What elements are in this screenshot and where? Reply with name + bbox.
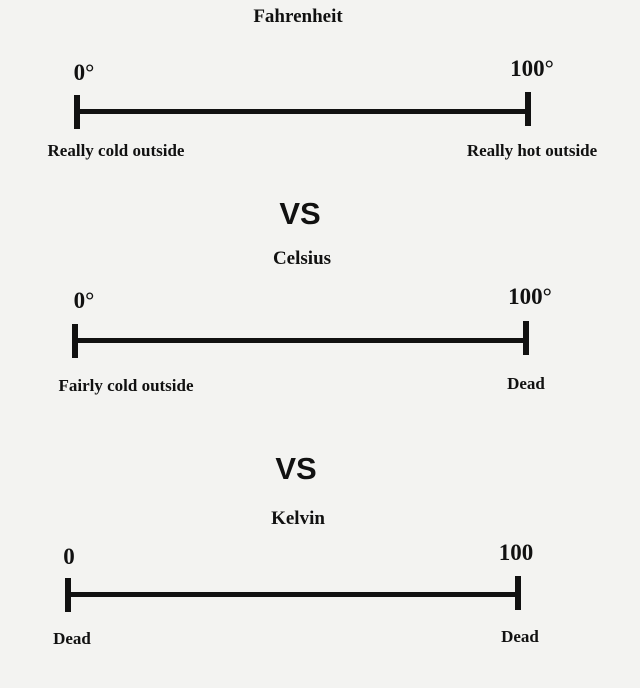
fahrenheit-max-label: 100° <box>510 56 554 81</box>
kelvin-min-desc: Dead <box>53 629 91 648</box>
celsius-min-desc: Fairly cold outside <box>58 376 194 395</box>
vs-separator-2: VS <box>275 451 317 486</box>
kelvin-title: Kelvin <box>271 508 325 529</box>
celsius-min-label: 0° <box>73 288 95 313</box>
fahrenheit-min-desc: Really cold outside <box>47 141 185 160</box>
celsius-max-label: 100° <box>508 284 552 309</box>
kelvin-max-desc: Dead <box>501 627 539 646</box>
fahrenheit-scale-line <box>76 109 530 114</box>
fahrenheit-max-tick <box>525 92 531 126</box>
celsius-scale-line <box>74 338 528 343</box>
celsius-max-desc: Dead <box>507 374 545 393</box>
fahrenheit-max-desc: Really hot outside <box>466 141 598 160</box>
kelvin-max-label: 100 <box>498 540 534 565</box>
kelvin-scale-line <box>67 592 520 597</box>
vs-separator-1: VS <box>279 196 321 231</box>
celsius-title: Celsius <box>272 248 332 269</box>
fahrenheit-min-label: 0° <box>73 60 95 85</box>
fahrenheit-title: Fahrenheit <box>253 6 343 27</box>
celsius-max-tick <box>523 321 529 355</box>
kelvin-max-tick <box>515 576 521 610</box>
kelvin-min-label: 0 <box>63 544 75 569</box>
